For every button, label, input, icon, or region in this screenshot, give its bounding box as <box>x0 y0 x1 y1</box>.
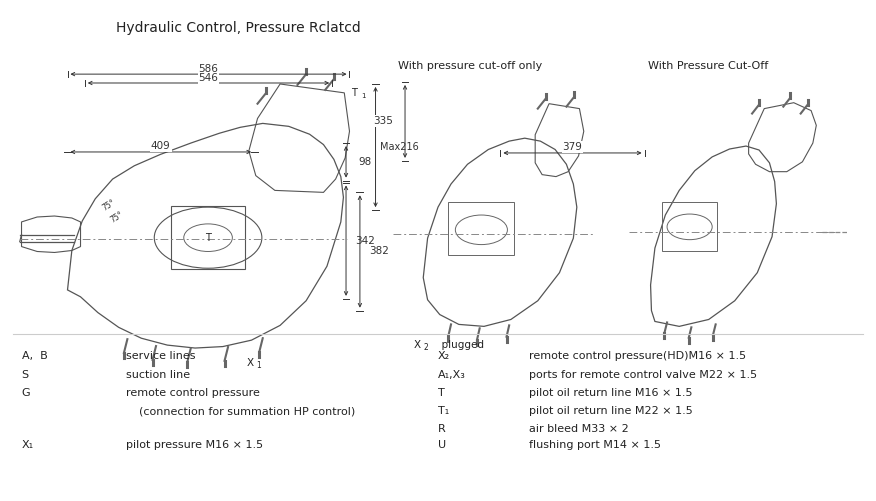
Text: Hydraulic Control, Pressure Rclatcd: Hydraulic Control, Pressure Rclatcd <box>116 22 361 36</box>
Text: X: X <box>413 340 420 350</box>
Text: S: S <box>22 370 29 380</box>
Text: (connection for summation HP control): (connection for summation HP control) <box>138 406 355 416</box>
Text: ports for remote control valve M22 × 1.5: ports for remote control valve M22 × 1.5 <box>529 370 757 380</box>
Text: 342: 342 <box>355 235 375 245</box>
Text: 2: 2 <box>423 343 428 352</box>
Text: air bleed M33 × 2: air bleed M33 × 2 <box>529 424 629 434</box>
Text: pilot oil return line M22 × 1.5: pilot oil return line M22 × 1.5 <box>529 406 693 416</box>
Text: 98: 98 <box>358 157 371 167</box>
Text: Max216: Max216 <box>380 142 420 152</box>
Text: 379: 379 <box>562 142 583 152</box>
Text: X₁: X₁ <box>22 440 33 450</box>
Text: plugged: plugged <box>434 340 484 350</box>
Text: service lines: service lines <box>125 351 195 361</box>
Text: 1: 1 <box>361 93 365 99</box>
Text: 409: 409 <box>151 141 171 151</box>
Text: remote control pressure: remote control pressure <box>125 388 259 398</box>
Text: T: T <box>351 88 357 98</box>
Text: X: X <box>247 358 254 368</box>
Text: U: U <box>438 440 446 450</box>
Text: T: T <box>205 232 211 242</box>
Text: flushing port M14 × 1.5: flushing port M14 × 1.5 <box>529 440 661 450</box>
Text: T: T <box>438 388 445 398</box>
Text: 546: 546 <box>199 73 218 83</box>
Text: G: G <box>22 388 30 398</box>
Text: T₁: T₁ <box>438 406 449 416</box>
Text: 382: 382 <box>369 246 389 257</box>
Text: A₁,X₃: A₁,X₃ <box>438 370 466 380</box>
Text: With Pressure Cut-Off: With Pressure Cut-Off <box>648 61 768 71</box>
Text: A,  B: A, B <box>22 351 47 361</box>
Text: R: R <box>438 424 446 434</box>
Text: 1: 1 <box>257 361 261 370</box>
Text: pilot pressure M16 × 1.5: pilot pressure M16 × 1.5 <box>125 440 263 450</box>
Text: suction line: suction line <box>125 370 190 380</box>
Text: 335: 335 <box>373 116 393 126</box>
Text: pilot oil return line M16 × 1.5: pilot oil return line M16 × 1.5 <box>529 388 693 398</box>
Text: 586: 586 <box>199 64 218 74</box>
Text: 75°: 75° <box>100 198 117 212</box>
Text: X₂: X₂ <box>438 351 450 361</box>
Text: 75°: 75° <box>109 209 125 224</box>
Text: remote control pressure(HD)M16 × 1.5: remote control pressure(HD)M16 × 1.5 <box>529 351 746 361</box>
Text: With pressure cut-off only: With pressure cut-off only <box>398 61 542 71</box>
